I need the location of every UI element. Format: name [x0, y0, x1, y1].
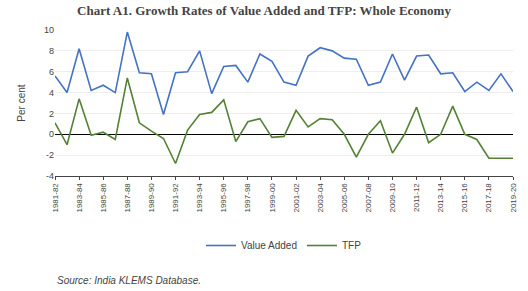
svg-text:1987-88: 1987-88	[123, 183, 132, 213]
svg-text:6: 6	[49, 67, 54, 77]
svg-text:2007-08: 2007-08	[364, 183, 373, 213]
svg-text:2019-20: 2019-20	[509, 183, 518, 213]
svg-text:Source: India KLEMS Database.: Source: India KLEMS Database.	[57, 275, 201, 286]
svg-text:1985-86: 1985-86	[99, 183, 108, 213]
svg-text:10: 10	[44, 25, 54, 35]
svg-text:1995-96: 1995-96	[219, 183, 228, 213]
svg-text:2015-16: 2015-16	[460, 183, 469, 213]
svg-text:1983-84: 1983-84	[75, 183, 84, 213]
svg-text:TFP: TFP	[342, 240, 361, 251]
svg-text:2001-02: 2001-02	[292, 183, 301, 213]
svg-text:1991-92: 1991-92	[171, 183, 180, 213]
svg-text:Chart A1. Growth Rates of Valu: Chart A1. Growth Rates of Value Added an…	[77, 3, 451, 18]
svg-text:2017-18: 2017-18	[484, 183, 493, 213]
svg-text:0: 0	[49, 129, 54, 139]
svg-text:1981-82: 1981-82	[51, 183, 60, 213]
svg-text:1999-00: 1999-00	[268, 183, 277, 213]
svg-text:1997-98: 1997-98	[243, 183, 252, 213]
svg-text:4: 4	[49, 88, 54, 98]
svg-text:2005-06: 2005-06	[340, 183, 349, 213]
svg-text:2: 2	[49, 109, 54, 119]
svg-text:-4: -4	[46, 171, 54, 181]
svg-text:1993-94: 1993-94	[195, 183, 204, 213]
svg-text:2009-10: 2009-10	[388, 183, 397, 213]
svg-text:Value Added: Value Added	[241, 240, 297, 251]
svg-text:1989-90: 1989-90	[147, 183, 156, 213]
svg-text:-2: -2	[46, 150, 54, 160]
svg-text:Per cent: Per cent	[16, 84, 27, 121]
svg-text:2013-14: 2013-14	[436, 183, 445, 213]
svg-text:2011-12: 2011-12	[412, 183, 421, 212]
svg-text:2003-04: 2003-04	[316, 183, 325, 213]
svg-text:8: 8	[49, 46, 54, 56]
